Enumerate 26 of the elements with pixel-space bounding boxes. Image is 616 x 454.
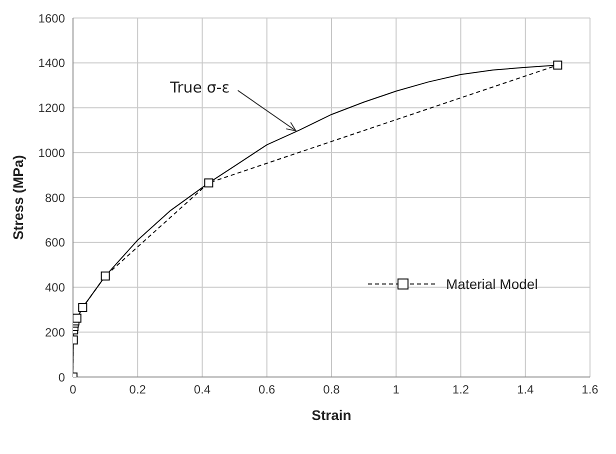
x-tick-label: 1.4 bbox=[517, 382, 534, 397]
point bbox=[204, 178, 214, 188]
point bbox=[78, 302, 88, 312]
x-tick-label: 0 bbox=[70, 382, 77, 397]
y-axis-title: Stress (MPa) bbox=[10, 155, 26, 240]
y-tick-label: 800 bbox=[44, 190, 66, 205]
y-tick-label: 1400 bbox=[38, 56, 66, 70]
x-tick-label: 1.6 bbox=[582, 382, 599, 397]
x-tick-label: 0.8 bbox=[323, 382, 340, 397]
x-tick-label: 1.2 bbox=[452, 382, 470, 397]
x-tick-label: 1 bbox=[392, 382, 400, 397]
x-tick-label: 0.6 bbox=[258, 382, 276, 397]
y-tick-label: 1000 bbox=[38, 146, 66, 160]
x-axis-title: Strain bbox=[312, 407, 352, 423]
point bbox=[100, 272, 110, 281]
x-tick-label: 0.4 bbox=[194, 382, 211, 397]
point bbox=[553, 60, 562, 70]
x-tick-label: 0.2 bbox=[129, 382, 146, 397]
y-tick-label: 600 bbox=[44, 236, 66, 250]
y-tick-label: 1600 bbox=[38, 11, 66, 26]
y-tick-label: 200 bbox=[44, 325, 66, 340]
y-tick-label: 1200 bbox=[38, 101, 66, 116]
y-tick-label: 400 bbox=[44, 280, 66, 295]
y-tick-label: 0 bbox=[58, 370, 66, 384]
legend-label: Material Model bbox=[446, 276, 538, 292]
annotation: True σ-ε bbox=[169, 78, 230, 96]
